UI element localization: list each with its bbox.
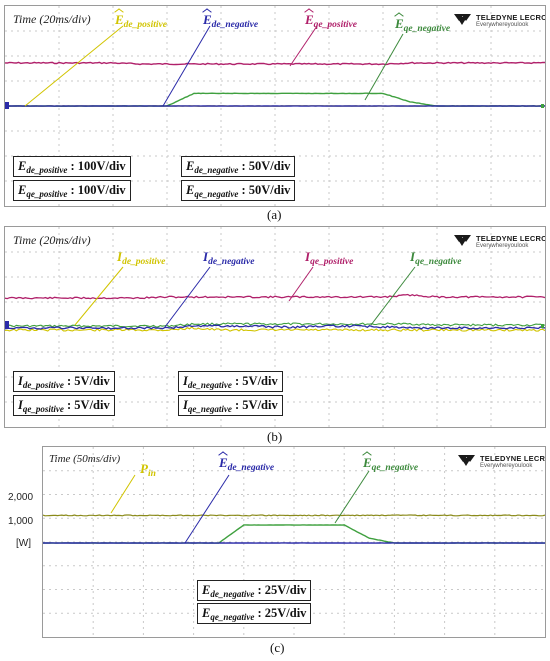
time-label-b: Time (20ms/div) [13,233,91,247]
trace-de-negative [5,324,545,330]
scale-box-b-4: Iqe_negative : 5V/div [178,395,283,416]
trace-qe-positive [5,293,545,300]
signal-label-c-qe-negative: Eqe_negative [363,455,419,473]
logo-tagline: Everywhereyoulook [476,22,529,28]
signal-label-b-qe-negative: Iqe_negative [410,249,462,267]
arrow-qe-positive [289,25,318,67]
caption-b: (b) [267,429,283,444]
logo-tagline: Everywhereyoulook [476,243,529,249]
signal-label-b-de-positive: Ide_positive [117,249,166,267]
trace-p-in [43,514,545,517]
scale-box-a-3: Eqe_positive : 100V/div [13,180,131,201]
arrow-de-negative [184,474,230,544]
signal-label-a-qe-positive: Eqe_positive [305,12,357,30]
arrow-qe-positive [288,266,314,302]
arrow-de-positive [24,25,124,107]
scale-box-c-1: Ede_negative : 25V/div [197,580,312,601]
signal-label-b-qe-positive: Iqe_positive [305,249,354,267]
scale-box-a-1: Ede_positive : 100V/div [13,156,131,177]
signal-label-a-de-positive: Ede_positive [115,12,167,30]
scale-box-b-1: Ide_positive : 5V/div [13,371,115,392]
scope-panel-c: Time (50ms/div) TELEDYNE LECROY Everywhe… [42,446,546,638]
time-label-c: Time (50ms/div) [49,453,121,465]
arrow-qe-negative [334,470,370,524]
scale-box-a-4: Eqe_negative : 50V/div [181,180,296,201]
trace-qe-positive [5,61,545,66]
scope-panel-a: Time (20ms/div) TELEDYNE LECROY Everywhe… [4,5,546,207]
scope-panel-b: Time (20ms/div) TELEDYNE LECROY Everywhe… [4,226,546,428]
logo-brand: TELEDYNE LECROY [476,234,546,243]
logo-brand: TELEDYNE LECROY [480,454,546,463]
arrow-de-negative [162,25,211,107]
lecroy-emblem-icon [454,14,471,25]
y-tick-1000: 1,000 [8,516,34,527]
caption-c: (c) [270,640,285,655]
ground-marker-left [5,321,9,329]
y-unit-w: [W] [16,538,31,549]
signal-label-a-qe-negative: Eqe_negative [395,16,451,34]
arrow-pin [110,474,136,514]
signal-label-a-de-negative: Ede_negative [203,12,259,30]
lecroy-emblem-icon [454,235,471,246]
arrow-qe-negative [364,33,404,101]
ground-marker-right [541,104,544,108]
ground-marker-left [5,102,9,109]
scale-box-c-2: Eqe_negative : 25V/div [197,603,312,624]
caption-a: (a) [267,207,282,222]
scale-box-a-2: Ede_negative : 50V/div [181,156,296,177]
scope-traces-c [43,447,545,637]
trace-qe-negative [5,322,545,328]
signal-label-b-de-negative: Ide_negative [203,249,255,267]
arrow-de-positive [74,266,124,326]
teledyne-logo-a: TELEDYNE LECROY Everywhereyoulook [453,12,545,32]
time-label-a: Time (20ms/div) [13,12,91,26]
scale-box-b-3: Iqe_positive : 5V/div [13,395,115,416]
logo-brand: TELEDYNE LECROY [476,13,546,22]
y-tick-2000: 2,000 [8,492,34,503]
teledyne-logo-b: TELEDYNE LECROY Everywhereyoulook [453,233,545,253]
scale-box-b-2: Ide_negative : 5V/div [178,371,283,392]
arrow-qe-negative [370,266,416,326]
trace-qe-negative [43,524,545,544]
arrow-de-negative [164,266,211,328]
signal-label-c-de-negative: Ede_negative [219,455,275,473]
signal-label-c-pin: Pin [140,461,156,479]
teledyne-logo-c: TELEDYNE LECROY Everywhereyoulook [457,453,546,473]
logo-tagline: Everywhereyoulook [480,463,533,469]
trace-de-positive [5,326,545,332]
ground-marker-right [541,324,544,328]
trace-qe-negative [5,92,545,107]
lecroy-emblem-icon [458,455,475,466]
